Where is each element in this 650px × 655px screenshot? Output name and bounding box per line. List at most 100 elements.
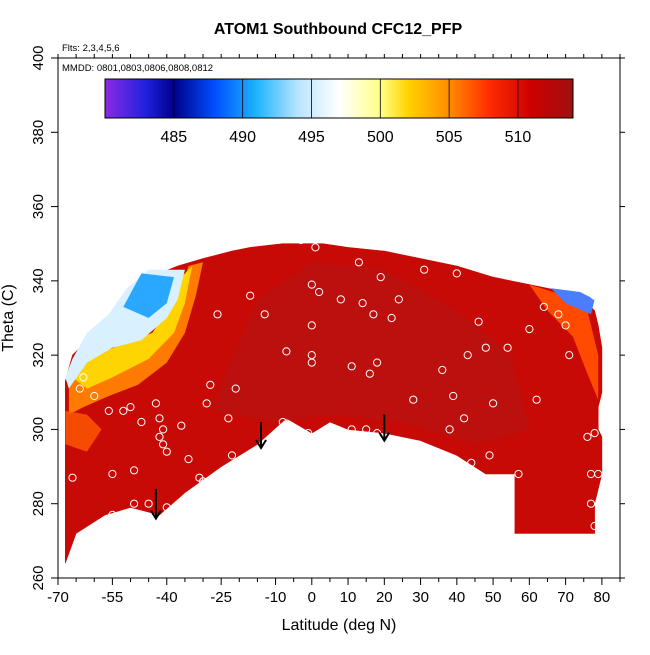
- x-tick-label: 40: [448, 589, 465, 606]
- sample-point: [485, 451, 494, 460]
- y-tick-label: 380: [30, 120, 47, 145]
- x-tick-label: 20: [376, 589, 393, 606]
- arrow-head: [150, 510, 162, 521]
- y-tick-label: 280: [30, 491, 47, 516]
- x-tick-label: -10: [265, 589, 287, 606]
- sample-point: [481, 343, 490, 352]
- sample-point: [394, 295, 403, 304]
- sample-point: [75, 384, 84, 393]
- y-tick-label: 360: [30, 194, 47, 219]
- x-tick-label: 0: [308, 589, 316, 606]
- sample-point: [177, 421, 186, 430]
- sample-point: [369, 310, 378, 319]
- sample-point: [68, 555, 77, 564]
- sample-point: [68, 473, 77, 482]
- y-tick-label: 320: [30, 343, 47, 368]
- sample-point: [409, 395, 418, 404]
- sample-point: [307, 280, 316, 289]
- sample-point: [162, 447, 171, 456]
- heatmap-yellow-band: [72, 266, 193, 389]
- sample-point: [213, 310, 222, 319]
- x-axis-label: Latitude (deg N): [282, 617, 397, 634]
- axes: -70 -55 -40 -25 -10 0 10 20 30 40 50 60 70 80 260 280 30…: [30, 45, 625, 606]
- sample-point: [224, 414, 233, 423]
- chart-title: ATOM1 Southbound CFC12_PFP: [214, 21, 463, 38]
- x-tick-label: -40: [156, 589, 178, 606]
- sample-point: [373, 358, 382, 367]
- sample-point: [155, 414, 164, 423]
- x-tick-label: -25: [210, 589, 232, 606]
- sample-point: [130, 499, 139, 508]
- sample-point: [137, 417, 146, 427]
- x-tick-label: -55: [102, 589, 124, 606]
- y-axis-label: Theta (C): [0, 284, 17, 352]
- sample-point: [445, 425, 454, 434]
- sample-point: [260, 310, 269, 319]
- sample-point: [438, 365, 447, 375]
- arrow-marker: [150, 488, 162, 521]
- sample-point: [514, 469, 523, 479]
- sample-point: [231, 384, 240, 393]
- colorbar-tick-label: 500: [367, 129, 394, 146]
- sample-point: [304, 429, 313, 438]
- sample-points: [68, 235, 603, 564]
- heatmap-layer: [65, 243, 603, 564]
- sample-point: [278, 417, 287, 427]
- heatmap-right-cold: [551, 288, 595, 315]
- sample-point: [130, 466, 139, 475]
- sample-point: [159, 440, 168, 449]
- sample-point: [460, 414, 469, 423]
- sample-point: [246, 291, 255, 300]
- sample-point: [311, 243, 320, 252]
- sample-point: [227, 451, 237, 460]
- flights-annotation: Flts: 2,3,4,5,6: [62, 43, 120, 54]
- colorbar-bar: [104, 78, 574, 119]
- sample-point: [307, 358, 316, 367]
- sample-point: [590, 521, 599, 531]
- x-tick-label: -70: [47, 589, 69, 606]
- sample-point: [586, 499, 596, 508]
- sample-point: [489, 399, 498, 408]
- y-tick-label: 340: [30, 268, 47, 293]
- sample-point: [108, 510, 117, 520]
- sample-point: [307, 321, 316, 330]
- sample-point: [405, 440, 414, 449]
- sample-point: [452, 269, 461, 278]
- colorbar-tick-label: 510: [505, 129, 532, 146]
- y-tick-label: 260: [30, 565, 47, 590]
- heatmap-right-warm: [529, 284, 599, 400]
- sample-point: [467, 458, 476, 467]
- sample-point: [583, 432, 592, 441]
- heatmap-cold-core: [123, 273, 174, 318]
- arrow-head: [255, 439, 267, 450]
- sample-point: [119, 406, 128, 415]
- arrow-head: [378, 432, 391, 443]
- sample-point: [155, 432, 164, 441]
- sample-point: [347, 362, 356, 371]
- sample-point: [144, 499, 153, 508]
- sample-point: [539, 302, 549, 311]
- arrow-marker: [378, 414, 391, 443]
- sample-point: [561, 321, 570, 330]
- sample-point: [162, 503, 171, 512]
- colorbar-tick-label: 495: [298, 129, 325, 146]
- colorbar-tick-label: 505: [436, 129, 463, 146]
- sample-point: [449, 391, 458, 401]
- heatmap-left-warm: [65, 410, 102, 452]
- plot-frame: [57, 57, 621, 579]
- sample-point: [151, 399, 160, 408]
- x-tick-label: 10: [340, 589, 357, 606]
- sample-point: [184, 455, 193, 464]
- sample-point: [365, 369, 374, 378]
- sample-point: [354, 258, 363, 267]
- y-tick-label: 400: [30, 45, 47, 70]
- sample-point: [108, 469, 117, 479]
- sample-point: [362, 425, 371, 434]
- sample-point: [431, 451, 440, 460]
- sample-point: [420, 265, 429, 274]
- arrow-markers: [150, 414, 391, 521]
- sample-point: [206, 380, 215, 389]
- sample-point: [198, 477, 208, 486]
